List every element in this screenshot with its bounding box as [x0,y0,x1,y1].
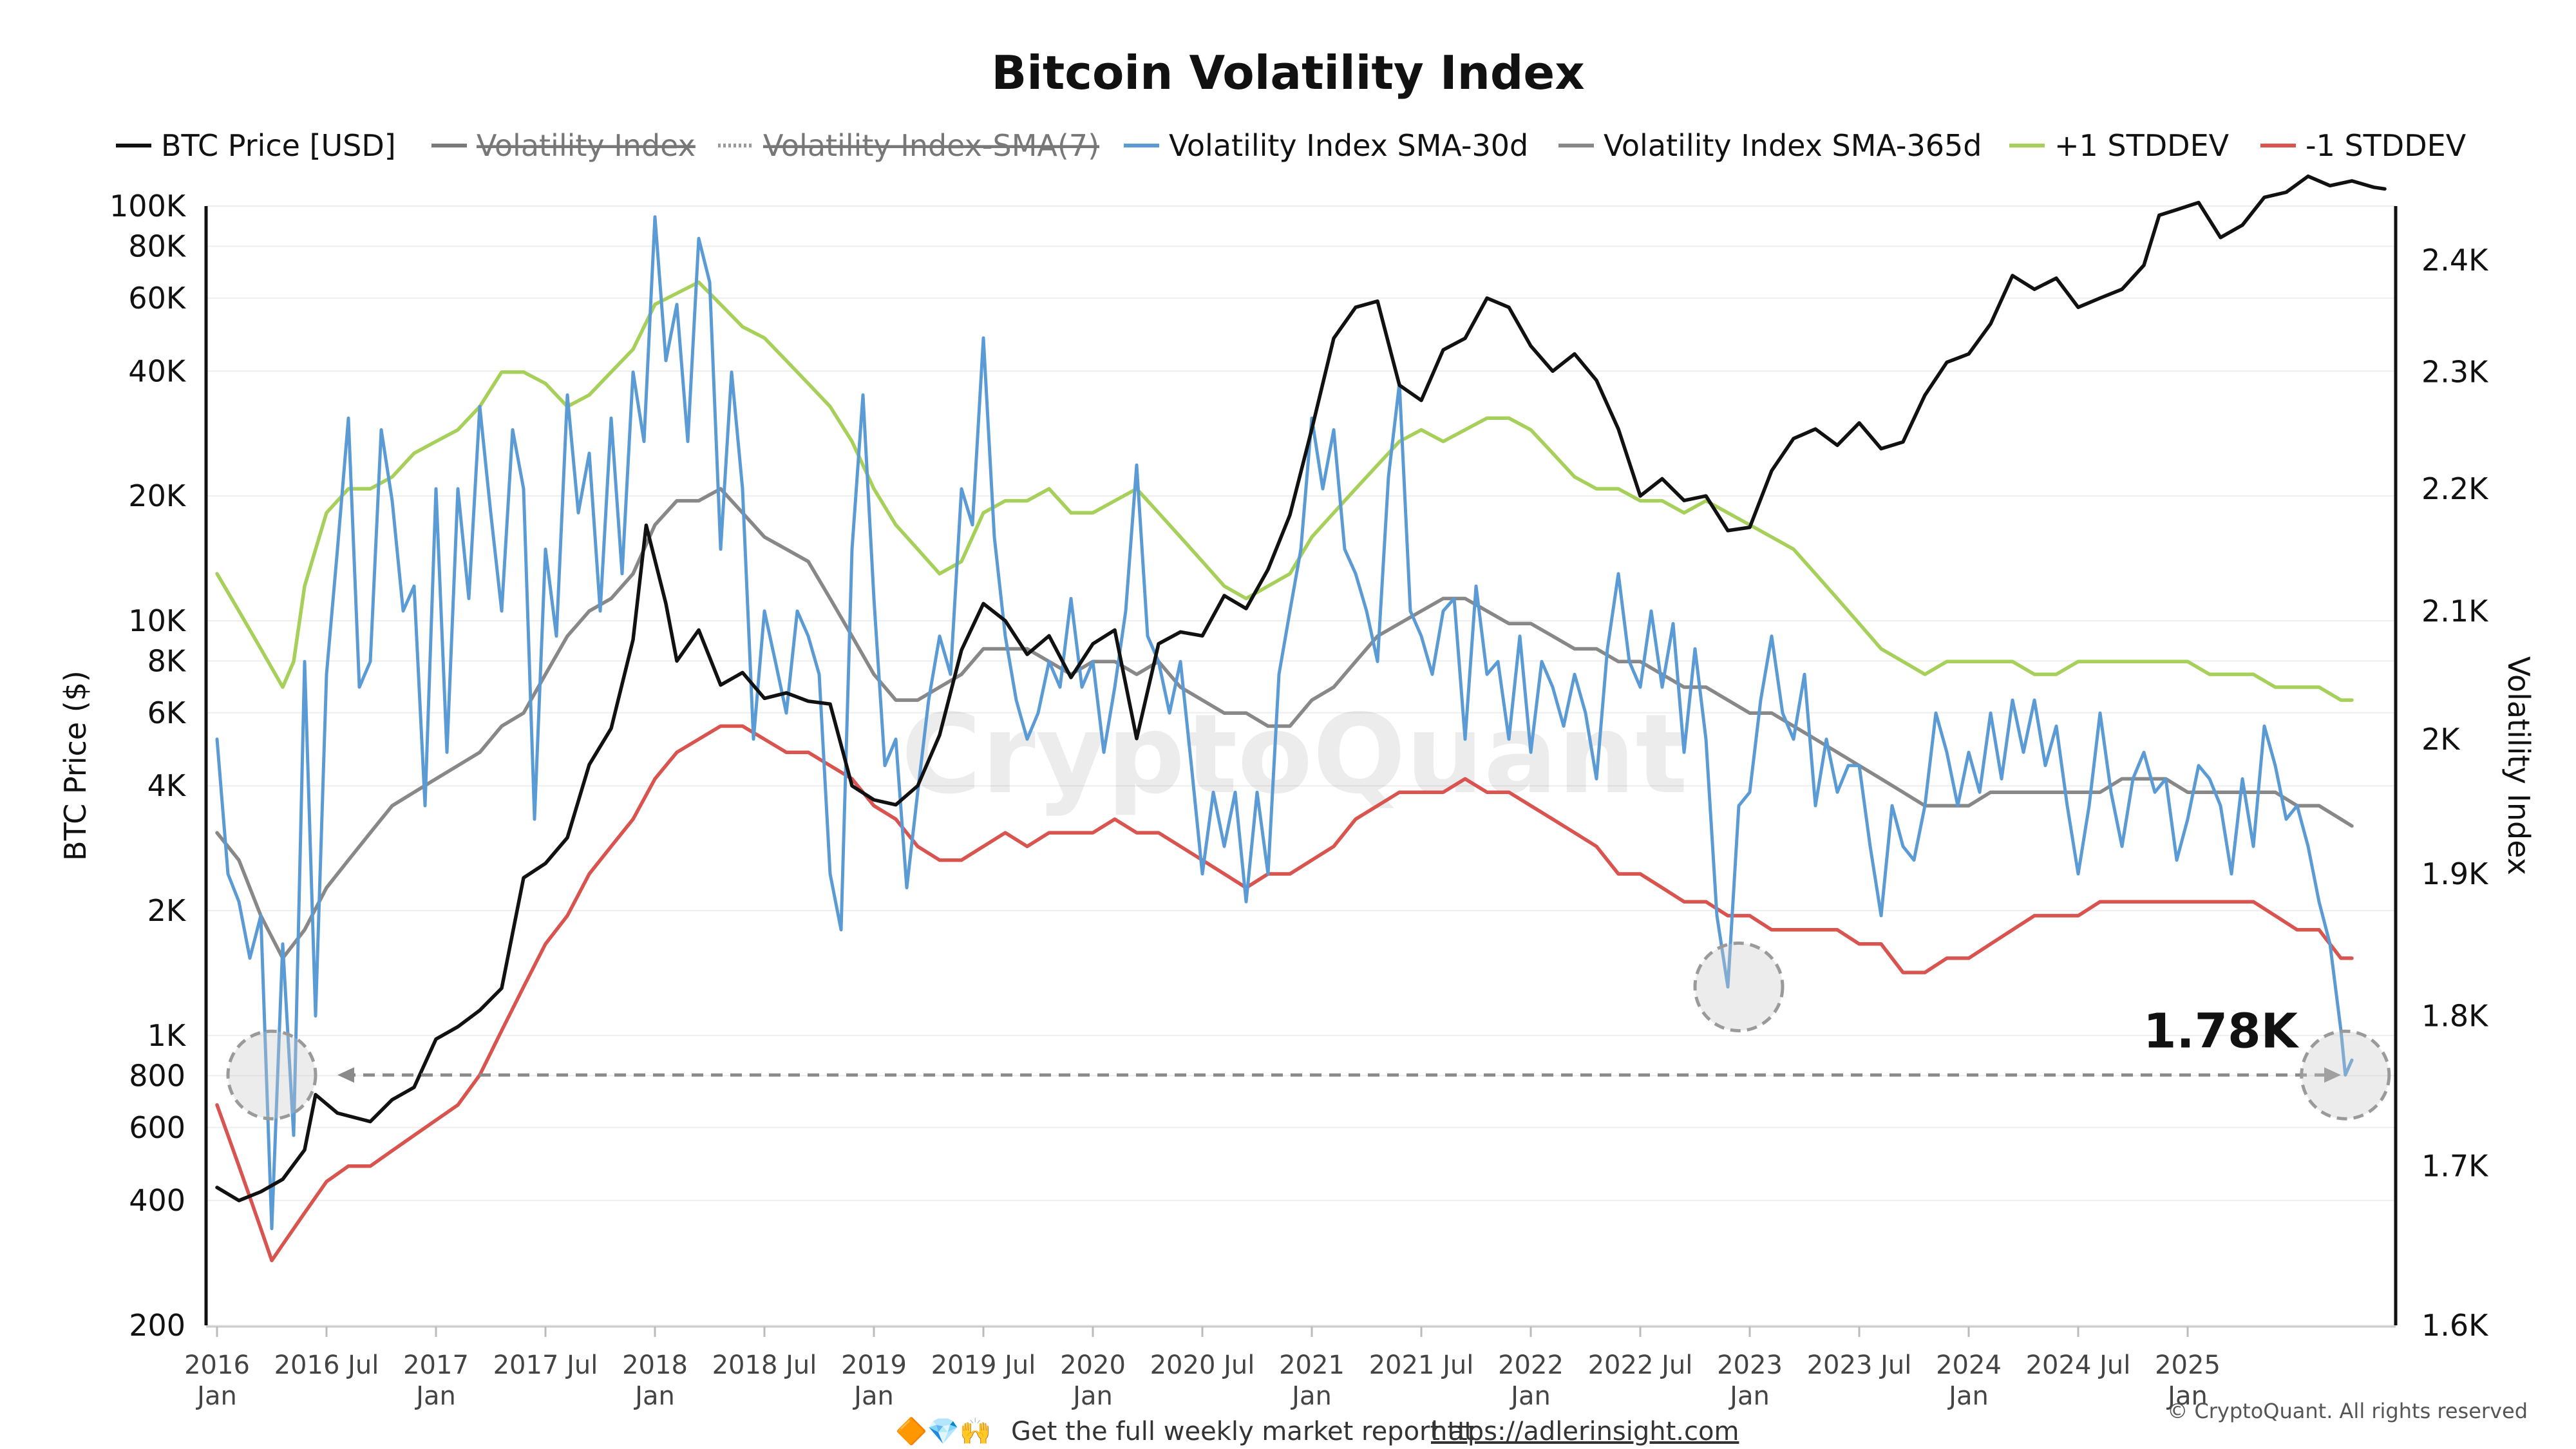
left-tick-label: 40K [128,354,187,388]
series-volatility-index-sma-30d [215,215,2354,1231]
left-axis-title: BTC Price ($) [58,670,93,861]
x-tick-label: 2024 Jul [2026,1350,2131,1380]
x-tick-label: 2019 [841,1350,907,1380]
right-tick-label: 2.2K [2421,471,2489,506]
chart-title: Bitcoin Volatility Index [991,46,1584,100]
annotations: 1.78K [226,941,2391,1121]
left-tick-label: 6K [147,696,187,730]
left-tick-label: 8K [147,643,187,678]
x-tick-label: 2016 Jul [274,1350,379,1380]
x-tick-label: 2023 [1717,1350,1783,1380]
annotation-label: 1.78K [2143,1003,2300,1059]
highlight-circle [2300,1029,2391,1121]
series-btc-price-usd [215,174,2387,1202]
x-tick-label: 2025 [2155,1350,2221,1380]
left-tick-label: 20K [128,478,187,513]
left-tick-label: 2K [147,893,187,928]
x-tick-label: 2022 Jul [1588,1350,1693,1380]
legend-label: Volatility Index [477,128,696,163]
x-tick-label: 2024 [1936,1350,2002,1380]
legend-item-btc-price-usd[interactable]: BTC Price [USD] [116,128,396,163]
x-tick-sublabel: Jan [1509,1381,1551,1411]
x-tick-label: 2022 [1498,1350,1564,1380]
right-tick-label: 2.3K [2421,355,2489,390]
x-tick-label: 2017 [403,1350,469,1380]
left-tick-label: 600 [129,1110,185,1145]
legend-label: Volatility Index SMA-365d [1604,128,1982,163]
x-tick-label: 2018 Jul [712,1350,817,1380]
footer: 🔶💎🙌 Get the full weekly market report at … [895,1399,2528,1446]
footer-emoji: 🔶💎🙌 [895,1416,991,1446]
x-tick-sublabel: Jan [1947,1381,1989,1411]
left-tick-label: 4K [147,768,187,803]
right-tick-label: 1.9K [2421,857,2489,891]
x-tick-sublabel: Jan [2166,1381,2208,1411]
left-tick-label: 1K [147,1018,187,1053]
legend-item-volatility-index[interactable]: Volatility Index [431,128,696,163]
x-tick-sublabel: Jan [1071,1381,1113,1411]
x-tick-sublabel: Jan [1728,1381,1770,1411]
left-tick-label: 80K [128,229,187,263]
series-1-stddev [215,724,2354,1263]
left-tick-label: 200 [129,1308,185,1343]
x-tick-sublabel: Jan [1290,1381,1332,1411]
right-tick-label: 1.6K [2421,1308,2489,1343]
footer-link[interactable]: https://adlerinsight.com [1431,1417,1739,1446]
right-tick-label: 2K [2421,722,2461,757]
x-tick-sublabel: Jan [195,1381,237,1411]
copyright: © CryptoQuant. All rights reserved [2167,1399,2528,1423]
arrowhead-left [337,1067,354,1083]
axes: 200 400 600 800 1K 2K 4K 6K 8K 10K 20K 40K 60K 80K 100… [58,189,2536,1411]
right-tick-label: 1.7K [2421,1149,2489,1184]
left-tick-label: 10K [128,603,187,638]
highlight-circle [226,1029,317,1121]
legend-item-volatility-index-sma-30d[interactable]: Volatility Index SMA-30d [1124,128,1528,163]
left-tick-label: 60K [128,281,187,316]
series-volatility-index-sma-365d [215,487,2354,960]
left-tick-label: 100K [109,189,187,223]
x-tick-label: 2021 [1279,1350,1345,1380]
x-tick-sublabel: Jan [633,1381,675,1411]
right-tick-label: 2.1K [2421,594,2489,629]
x-tick-label: 2016 [184,1350,250,1380]
arrowhead-right [2324,1067,2341,1083]
x-tick-sublabel: Jan [852,1381,894,1411]
footer-text: Get the full weekly market report at [1011,1417,1474,1446]
series-1-stddev [215,280,2354,702]
legend-item-1-stddev[interactable]: -1 STDDEV [2260,128,2467,163]
x-tick-label: 2018 [622,1350,688,1380]
left-tick-label: 800 [129,1058,185,1093]
legend-label: BTC Price [USD] [161,128,396,163]
watermark: CryptoQuant [901,691,1688,819]
legend: BTC Price [USD] Volatility Index Volatilit… [116,128,2467,163]
x-tick-label: 2020 Jul [1150,1350,1255,1380]
legend-label: Volatility Index-SMA(7) [763,128,1099,163]
x-tick-label: 2021 Jul [1369,1350,1474,1380]
legend-label: +1 STDDEV [2054,128,2230,163]
x-tick-label: 2019 Jul [931,1350,1036,1380]
series-layer [215,174,2387,1263]
right-axis-title: Volatility Index [2501,656,2536,875]
right-tick-label: 2.4K [2421,243,2489,278]
legend-item-volatility-index-sma-365d[interactable]: Volatility Index SMA-365d [1558,128,1982,163]
legend-item-volatility-index-sma-7[interactable]: Volatility Index-SMA(7) [718,128,1099,163]
x-tick-label: 2020 [1060,1350,1126,1380]
legend-item-1-stddev[interactable]: +1 STDDEV [2009,128,2230,163]
x-tick-label: 2023 Jul [1807,1350,1912,1380]
legend-label: Volatility Index SMA-30d [1169,128,1528,163]
legend-label: -1 STDDEV [2306,128,2467,163]
left-tick-label: 400 [129,1183,185,1218]
x-tick-sublabel: Jan [414,1381,456,1411]
right-tick-label: 1.8K [2421,999,2489,1034]
highlight-circle [1693,941,1785,1032]
x-tick-label: 2017 Jul [493,1350,598,1380]
